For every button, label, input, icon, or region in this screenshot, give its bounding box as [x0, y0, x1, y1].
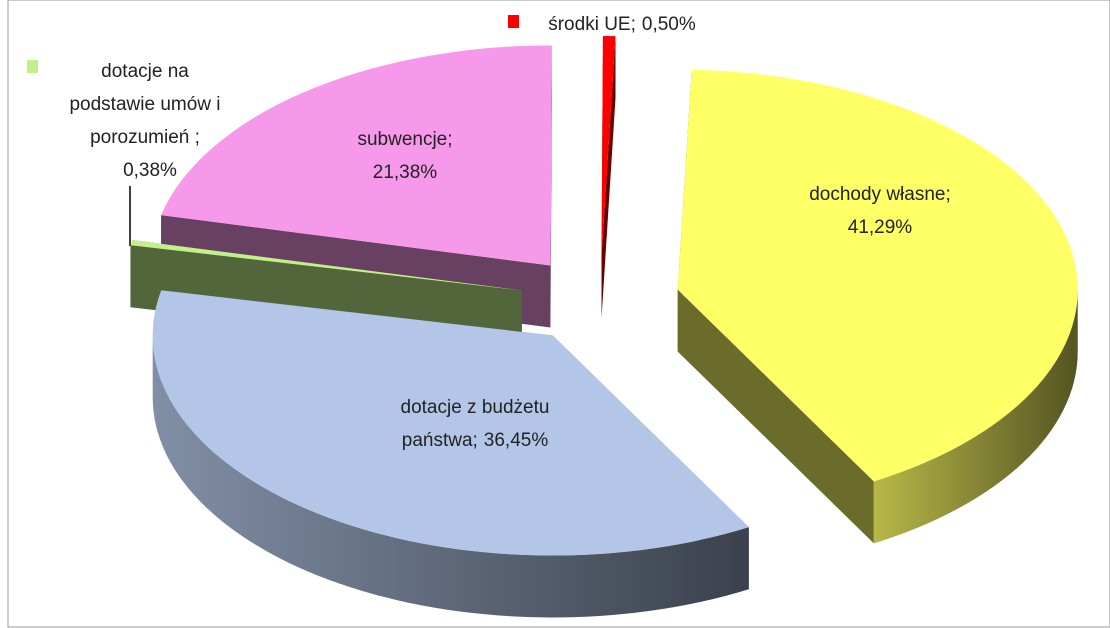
label-line: dochody własne;: [809, 184, 951, 205]
label-line: porozumień ;: [90, 127, 200, 148]
slice: [130, 240, 522, 291]
slice-wall: [677, 289, 874, 544]
label-line: dotacje na: [101, 61, 189, 82]
data-label-category: dotacje na podstawie umów i porozumień ;: [69, 61, 220, 148]
data-label-value: 0,50%: [642, 14, 696, 35]
data-label-value: 0,38%: [123, 160, 177, 181]
legend-key: [508, 15, 519, 28]
slice-wall: [601, 36, 616, 319]
data-label-category: środki UE;: [548, 14, 636, 35]
slice-side: [152, 335, 749, 618]
slice: [601, 36, 616, 257]
data-label-value: 36,45%: [484, 430, 549, 451]
slice: [161, 45, 552, 266]
label-line: środki UE;: [548, 14, 636, 35]
legend-key: [27, 60, 38, 73]
label-line: państwa;: [402, 430, 478, 451]
slice: [677, 69, 1078, 482]
chart-border: [7, 0, 1110, 628]
data-label-value: 21,38%: [373, 162, 438, 183]
slice-tops: [130, 36, 1078, 556]
label-line: podstawie umów i: [69, 94, 220, 115]
data-label-category: subwencje;: [357, 129, 452, 150]
data-label-category: dotacje z budżetu państwa;: [401, 397, 550, 451]
labels: dochody własne; 41,29% dotacje z budżetu pa…: [27, 14, 951, 451]
slice-side: [873, 289, 1078, 544]
label-line: dotacje z budżetu: [401, 397, 550, 418]
slice: [152, 290, 749, 556]
slice-wall: [550, 45, 552, 328]
label-line: subwencje;: [357, 129, 452, 150]
data-label-category: dochody własne;: [809, 184, 951, 205]
data-label-value: 41,29%: [848, 217, 913, 238]
